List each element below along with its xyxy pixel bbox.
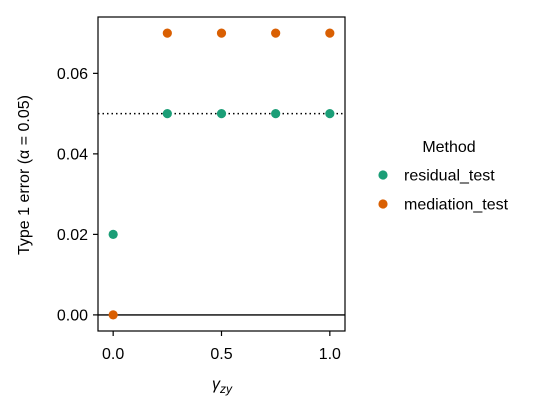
point-residual_test	[162, 109, 172, 119]
legend: Method residual_test mediation_test	[378, 139, 509, 214]
plot-area	[97, 16, 346, 332]
point-mediation_test	[271, 28, 281, 38]
point-mediation_test	[162, 28, 172, 38]
x-axis: 0.0 0.5 1.0	[102, 331, 341, 363]
x-tick-label: 1.0	[319, 346, 341, 363]
point-mediation_test	[325, 28, 335, 38]
legend-title: Method	[422, 139, 475, 156]
x-tick-label: 0.5	[210, 346, 232, 363]
y-axis: 0.00 0.02 0.04 0.06	[57, 66, 98, 324]
legend-label-residual_test: residual_test	[404, 168, 495, 185]
point-residual_test	[108, 229, 118, 239]
legend-items: residual_test mediation_test	[378, 168, 509, 214]
point-residual_test	[325, 109, 335, 119]
x-axis-label: γzy	[212, 376, 233, 396]
y-tick-label: 0.04	[57, 146, 88, 163]
x-axis-label-main: γ	[212, 376, 221, 393]
y-tick-label: 0.02	[57, 227, 88, 244]
y-tick-label: 0.00	[57, 307, 88, 324]
x-tick-label: 0.0	[102, 346, 124, 363]
x-axis-label-sub: zy	[219, 382, 233, 396]
y-tick-label: 0.06	[57, 66, 88, 83]
point-mediation_test	[216, 28, 227, 38]
legend-label-mediation_test: mediation_test	[404, 197, 509, 214]
y-axis-label: Type 1 error (α = 0.05)	[16, 95, 33, 255]
point-mediation_test	[108, 310, 118, 320]
point-residual_test	[271, 109, 281, 119]
plot-frame	[97, 16, 346, 332]
legend-marker-mediation_test	[378, 199, 388, 209]
point-residual_test	[216, 109, 227, 119]
legend-marker-residual_test	[378, 170, 388, 180]
